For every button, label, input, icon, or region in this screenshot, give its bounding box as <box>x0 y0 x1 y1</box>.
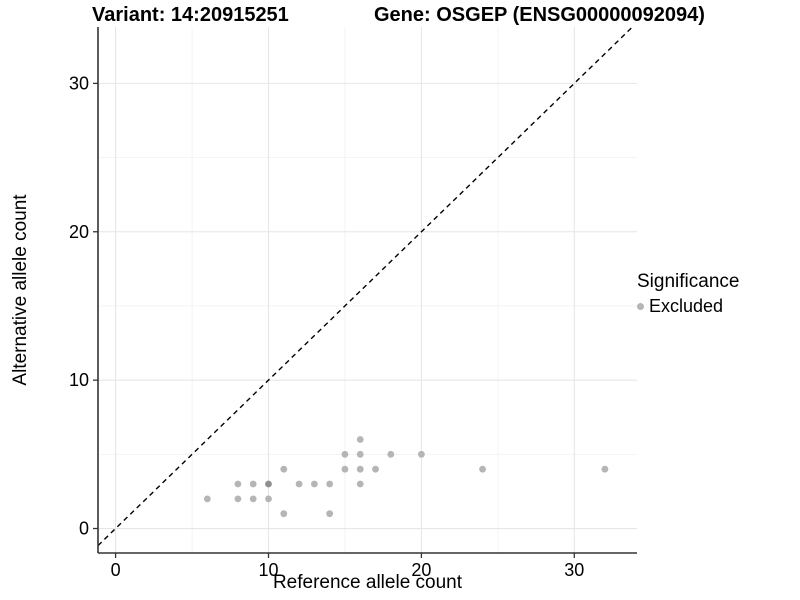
data-point <box>203 495 211 503</box>
y-tick-label: 0 <box>79 519 89 539</box>
data-point <box>372 465 379 473</box>
data-point <box>249 480 257 488</box>
data-point <box>356 450 364 458</box>
data-point <box>479 465 486 473</box>
plot-title-gene: Gene: OSGEP (ENSG00000092094) <box>374 4 705 26</box>
data-point <box>326 480 334 488</box>
identity-line <box>97 26 633 547</box>
data-point <box>234 495 242 503</box>
legend-point-icon <box>637 303 644 310</box>
x-tick-label: 10 <box>258 560 278 580</box>
y-tick-label: 30 <box>69 73 89 93</box>
x-tick-label: 20 <box>411 560 431 580</box>
y-tick-label: 20 <box>69 222 89 242</box>
data-point <box>341 450 349 458</box>
legend: Significance Excluded <box>637 271 739 317</box>
data-point <box>234 480 242 488</box>
data-point <box>356 436 364 443</box>
data-point <box>310 480 318 488</box>
data-point <box>280 465 288 473</box>
y-axis-title: Alternative allele count <box>10 194 31 386</box>
data-point <box>341 465 349 473</box>
data-point <box>326 510 334 518</box>
data-point <box>601 465 609 473</box>
data-point <box>356 480 364 488</box>
data-point <box>295 480 303 488</box>
data-point <box>265 495 272 503</box>
plot-title-variant: Variant: 14:20915251 <box>92 4 289 26</box>
x-tick-label: 30 <box>564 560 584 580</box>
y-tick-label: 10 <box>69 370 89 390</box>
legend-title: Significance <box>637 271 740 292</box>
data-point <box>280 510 288 518</box>
legend-item-label: Excluded <box>649 296 724 316</box>
legend-item-excluded: Excluded <box>637 296 739 317</box>
x-tick-label: 0 <box>111 560 121 580</box>
data-point <box>418 450 425 458</box>
data-point <box>249 495 257 503</box>
data-point <box>265 480 272 488</box>
data-point <box>387 450 395 458</box>
x-axis-title: Reference allele count <box>272 572 463 593</box>
data-point <box>356 465 364 473</box>
